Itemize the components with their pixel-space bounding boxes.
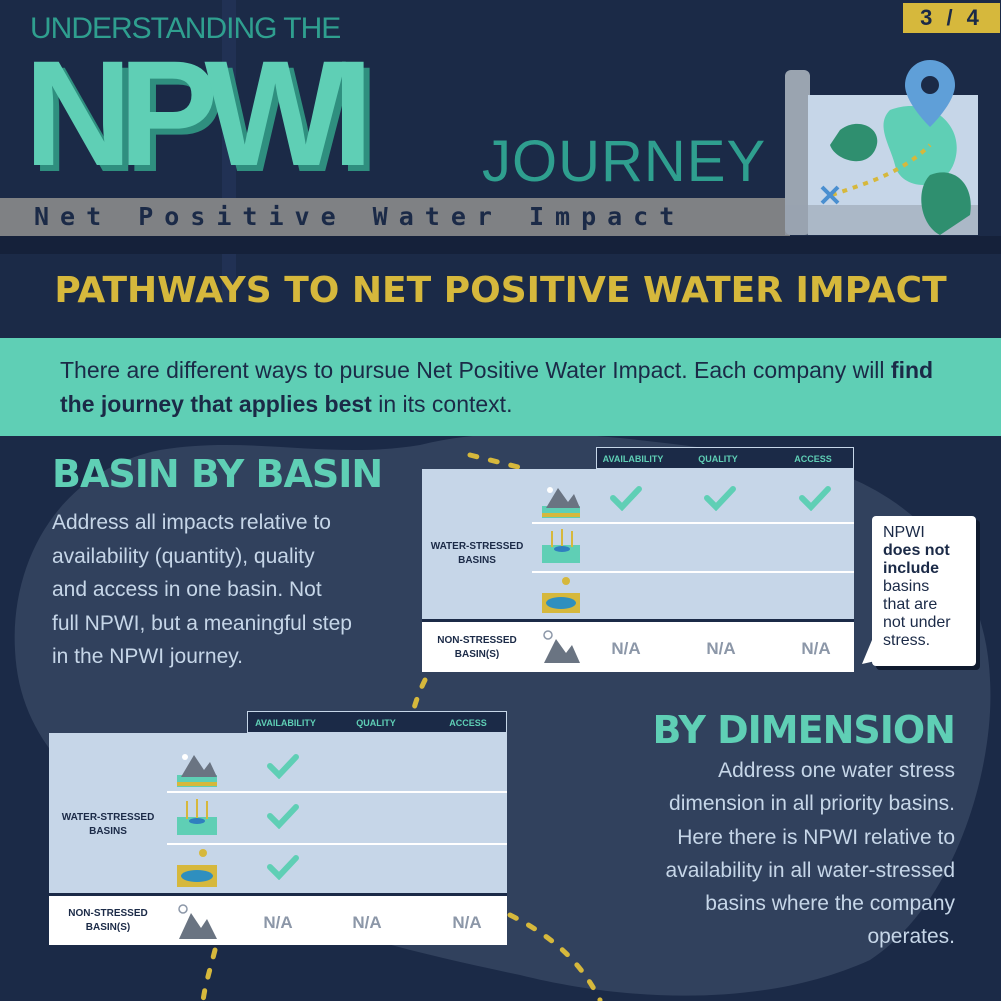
- dry-mountain-icon: [543, 630, 580, 663]
- by-dimension-description: Address one water stress dimension in al…: [665, 759, 955, 949]
- table-header: AVAILABILITY QUALITY ACCESS: [596, 447, 854, 469]
- column-access: ACCESS: [449, 718, 487, 728]
- by-dimension-heading: BY DIMENSION: [652, 708, 956, 752]
- header-subtitle: Net Positive Water Impact: [34, 202, 686, 231]
- check-availability-2-icon: [267, 804, 299, 829]
- stressed-label: WATER-STRESSED BASINS: [61, 812, 155, 837]
- intro-text-end: in its context.: [371, 391, 513, 417]
- column-availability: AVAILABILITY: [255, 718, 316, 728]
- non-stressed-label: NON-STRESSED BASIN(S): [437, 635, 517, 660]
- na-quality: N/A: [352, 913, 382, 932]
- non-stressed-label: NON-STRESSED BASIN(S): [68, 908, 148, 933]
- intro-text: There are different ways to pursue Net P…: [60, 353, 960, 421]
- stressed-rows: [49, 733, 507, 893]
- check-availability-3-icon: [267, 855, 299, 880]
- header-journey: JOURNEY: [482, 129, 767, 194]
- pollution-icon: [542, 577, 580, 613]
- check-availability-1-icon: [267, 754, 299, 779]
- check-quality-icon: [704, 486, 736, 511]
- column-availability: AVAILABILITY: [602, 454, 664, 464]
- na-availability: N/A: [611, 639, 641, 658]
- intro-text-bold: find the journey that applies best: [60, 357, 934, 417]
- intro-text-start: There are different ways to pursue Net P…: [60, 357, 891, 383]
- column-quality: QUALITY: [356, 718, 396, 728]
- dry-mountain-icon: [178, 904, 217, 939]
- callout-text: NPWI does not include basins that are no…: [883, 524, 951, 649]
- by-dimension-table: AVAILABILITY QUALITY ACCESS WATER-STRESS…: [49, 711, 507, 945]
- mountain-river-icon: [542, 487, 580, 518]
- stressed-label: WATER-STRESSED BASINS: [430, 541, 524, 566]
- page-indicator: 3 / 4: [903, 3, 1000, 33]
- basin-by-basin-heading: BASIN BY BASIN: [52, 452, 383, 496]
- table-header: AVAILABILITY QUALITY ACCESS: [247, 711, 507, 733]
- basin-by-basin-description: Address all impacts relative to availabi…: [52, 511, 352, 668]
- wetland-icon: [177, 799, 217, 835]
- na-access: N/A: [801, 639, 831, 658]
- column-quality: QUALITY: [698, 454, 738, 464]
- non-stressed-row: [49, 896, 507, 945]
- na-quality: N/A: [706, 639, 736, 658]
- check-availability-icon: [610, 486, 642, 511]
- na-availability: N/A: [263, 913, 293, 932]
- callout-box: NPWI does not include basins that are no…: [872, 516, 976, 666]
- header-acronym: NPWI: [24, 29, 374, 197]
- treasure-map-icon: [785, 60, 978, 235]
- callout-pointer: [862, 640, 880, 664]
- check-access-icon: [799, 486, 831, 511]
- column-access: ACCESS: [794, 454, 832, 464]
- basin-by-basin-table: AVAILABILITY QUALITY ACCESS WATER-STRESS…: [422, 447, 854, 672]
- header-kicker: UNDERSTANDING THE: [30, 12, 341, 45]
- mountain-river-icon: [177, 754, 217, 787]
- wetland-icon: [542, 529, 580, 563]
- non-stressed-row: [422, 622, 854, 672]
- pollution-icon: [177, 849, 217, 887]
- banner-title: PATHWAYS TO NET POSITIVE WATER IMPACT: [54, 270, 947, 311]
- na-access: N/A: [452, 913, 482, 932]
